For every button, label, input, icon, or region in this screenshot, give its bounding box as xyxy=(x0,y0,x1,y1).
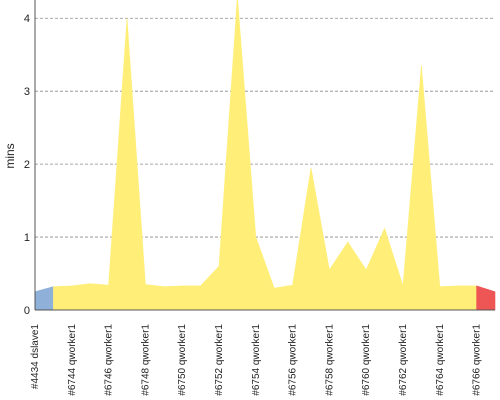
area-segment xyxy=(384,228,404,311)
area-segment xyxy=(329,241,349,311)
x-tick-label: #6750 qworker1 xyxy=(177,324,188,396)
area-series xyxy=(34,0,496,311)
area-segment xyxy=(218,0,238,311)
x-tick-label: #6756 qworker1 xyxy=(288,324,299,396)
area-segment xyxy=(457,285,477,311)
area-segment xyxy=(347,241,367,311)
area-segment xyxy=(421,65,441,311)
y-tick-label: 1 xyxy=(24,232,30,244)
area-segment xyxy=(145,284,165,311)
x-tick-label: #6766 qworker1 xyxy=(472,324,483,396)
area-segment xyxy=(53,285,73,311)
y-tick-label: 4 xyxy=(24,13,30,25)
x-tick-label: #4434 dslave1 xyxy=(30,324,41,389)
x-tick-label: #6760 qworker1 xyxy=(361,324,372,396)
area-segment xyxy=(181,285,201,311)
area-segment xyxy=(310,167,330,311)
area-segment xyxy=(71,283,91,311)
x-tick-label: #6744 qworker1 xyxy=(67,324,78,396)
y-tick-label: 3 xyxy=(24,86,30,98)
x-tick-label: #6746 qworker1 xyxy=(104,324,115,396)
area-segment-first xyxy=(34,286,54,311)
area-segment xyxy=(402,65,422,311)
axes xyxy=(34,0,495,311)
x-tick-label: #6748 qworker1 xyxy=(140,324,151,396)
y-tick-label: 0 xyxy=(24,305,30,317)
y-axis-label: mins xyxy=(3,143,17,168)
area-segment xyxy=(273,284,293,311)
area-segment xyxy=(89,283,109,311)
x-axis-ticks: #4434 dslave1 #6744 qworker1 #6746 qworker… xyxy=(30,324,483,396)
x-tick-label: #6758 qworker1 xyxy=(324,324,335,396)
area-segment xyxy=(439,285,459,311)
area-segment xyxy=(365,228,385,311)
area-segment xyxy=(163,285,183,311)
y-tick-label: 2 xyxy=(24,159,30,171)
x-tick-label: #6752 qworker1 xyxy=(214,324,225,396)
area-segment-last xyxy=(476,285,496,311)
area-segment xyxy=(200,265,220,311)
area-segment xyxy=(237,0,257,311)
x-tick-label: #6754 qworker1 xyxy=(251,324,262,396)
y-axis-ticks: 0 1 2 3 4 xyxy=(24,13,30,317)
area-segment xyxy=(255,236,275,311)
x-tick-label: #6764 qworker1 xyxy=(435,324,446,396)
x-tick-label: #6762 qworker1 xyxy=(398,324,409,396)
area-segment xyxy=(292,167,312,311)
